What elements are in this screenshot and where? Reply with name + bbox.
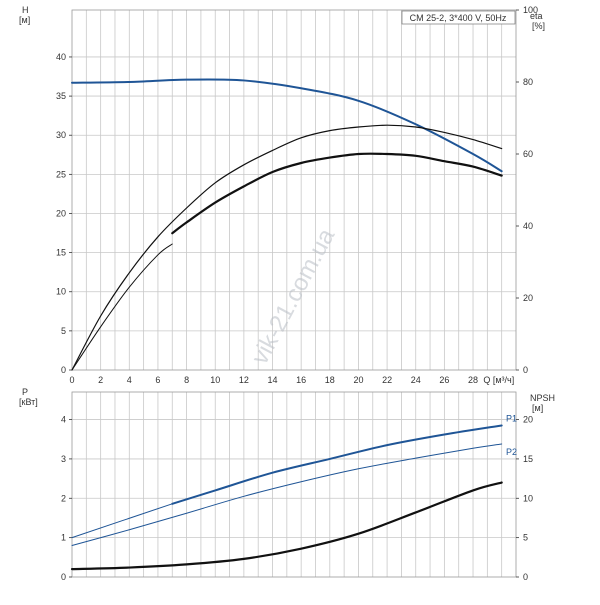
left-axis-unit: [кВт] — [19, 397, 38, 407]
plot-frame-2 — [71, 391, 517, 578]
watermark-text: vik-21.com.ua — [246, 224, 340, 369]
right-tick-label: 20 — [523, 293, 533, 303]
x-tick-label: 18 — [325, 375, 335, 385]
series-line-npsh — [70, 481, 503, 571]
x-tick-label: 16 — [296, 375, 306, 385]
x-tick-label: 22 — [382, 375, 392, 385]
x-tick-label: 28 — [468, 375, 478, 385]
left-tick-label: 0 — [61, 365, 66, 375]
left-tick-label: 20 — [56, 208, 66, 218]
x-tick-label: 26 — [439, 375, 449, 385]
right-tick-label: 60 — [523, 149, 533, 159]
left-tick-label: 2 — [61, 493, 66, 503]
series-label-p1: P1 — [506, 414, 517, 424]
title-box — [401, 10, 516, 25]
right-tick-label: 5 — [523, 533, 528, 543]
x-tick-label: 12 — [239, 375, 249, 385]
right-tick-label: 100 — [523, 5, 538, 15]
left-tick-label: 15 — [56, 248, 66, 258]
x-tick-label: 10 — [210, 375, 220, 385]
left-tick-label: 1 — [61, 533, 66, 543]
left-tick-label: 25 — [56, 169, 66, 179]
left-axis-label: H — [22, 5, 29, 15]
series-line-c1-1 — [71, 78, 503, 173]
series-line-c1-4 — [171, 152, 503, 235]
x-tick-label: 0 — [69, 375, 74, 385]
left-axis-unit: [м] — [19, 15, 30, 25]
x-tick-label: 4 — [127, 375, 132, 385]
series-line-c1-2 — [71, 124, 503, 371]
right-axis-label: eta — [530, 11, 543, 21]
right-tick-label: 80 — [523, 77, 533, 87]
chart-title: CM 25-2, 3*400 V, 50Hz — [410, 13, 507, 23]
left-tick-label: 30 — [56, 130, 66, 140]
plot-frame-1 — [71, 9, 517, 371]
x-tick-label: 6 — [155, 375, 160, 385]
x-axis-label: Q [м³/ч] — [483, 375, 514, 385]
x-tick-label: 14 — [268, 375, 278, 385]
right-tick-label: 20 — [523, 415, 533, 425]
right-axis-unit: [%] — [532, 21, 545, 31]
right-axis-label: NPSH — [530, 393, 555, 403]
left-tick-label: 35 — [56, 91, 66, 101]
right-tick-label: 15 — [523, 454, 533, 464]
right-tick-label: 0 — [523, 365, 528, 375]
series-label-p2: P2 — [506, 447, 517, 457]
left-tick-label: 4 — [61, 415, 66, 425]
x-tick-label: 2 — [98, 375, 103, 385]
left-tick-label: 5 — [61, 326, 66, 336]
right-tick-label: 0 — [523, 572, 528, 582]
series-line-p1 — [71, 503, 173, 539]
left-tick-label: 3 — [61, 454, 66, 464]
left-tick-label: 10 — [56, 287, 66, 297]
x-tick-label: 24 — [411, 375, 421, 385]
left-tick-label: 0 — [61, 572, 66, 582]
series-line-c1-3 — [71, 243, 173, 371]
x-tick-label: 8 — [184, 375, 189, 385]
series-line-p2 — [71, 443, 503, 547]
series-line-p1 — [171, 424, 503, 505]
left-tick-label: 40 — [56, 52, 66, 62]
right-axis-unit: [м] — [532, 403, 543, 413]
right-tick-label: 40 — [523, 221, 533, 231]
right-tick-label: 10 — [523, 493, 533, 503]
x-tick-label: 20 — [353, 375, 363, 385]
left-axis-label: P — [22, 387, 28, 397]
